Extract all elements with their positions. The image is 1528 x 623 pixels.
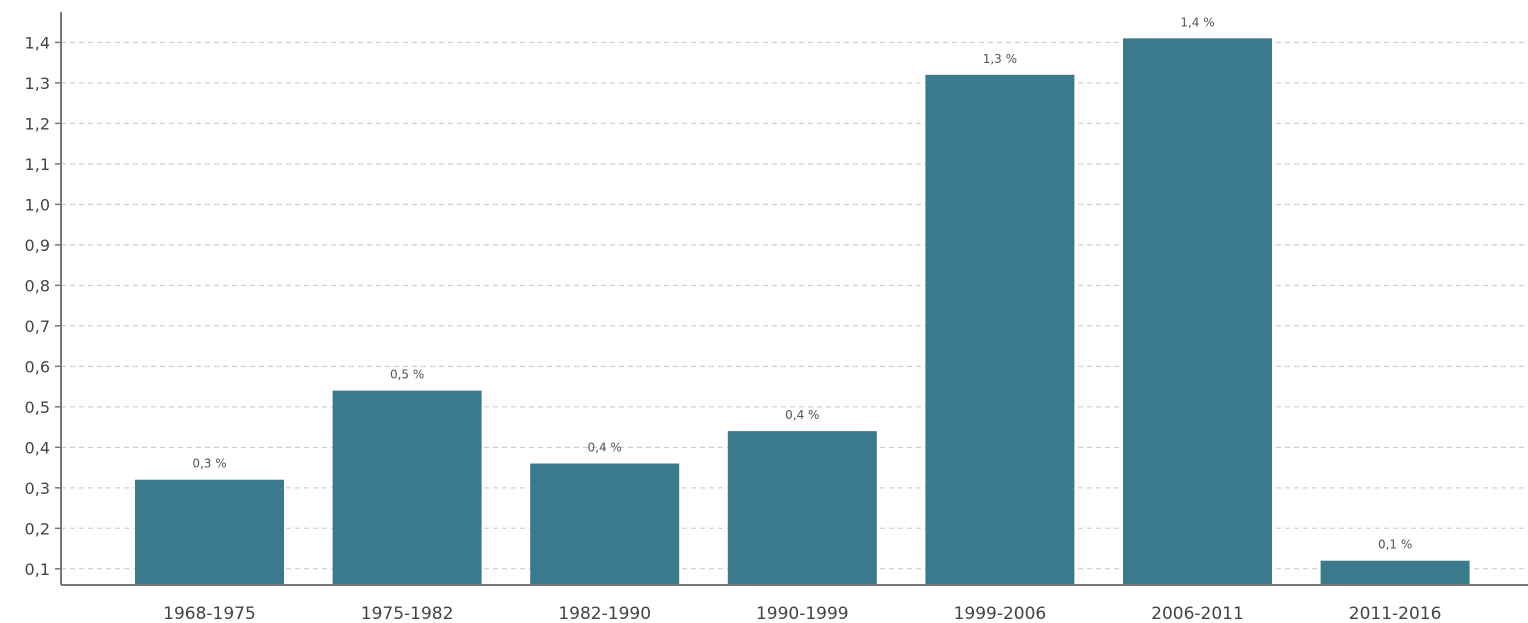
y-tick-label: 1,3 bbox=[25, 74, 50, 93]
x-tick-label: 1975-1982 bbox=[361, 604, 454, 623]
y-tick-label: 0,8 bbox=[25, 276, 50, 295]
bar bbox=[1320, 560, 1470, 585]
y-axis-ticks: 0,1 0,2 0,3 0,4 0,5 0,6 0,7 0,8 0,9 1,0 1,1 1,2 1,3 1… bbox=[25, 33, 61, 579]
y-tick-label: 0,2 bbox=[25, 519, 50, 538]
data-label: 0,4 % bbox=[588, 441, 622, 455]
bar bbox=[530, 463, 680, 585]
data-label: 0,4 % bbox=[785, 408, 819, 422]
bar bbox=[332, 390, 482, 585]
x-axis-labels: 1968-1975 1975-1982 1982-1990 1990-1999 1999… bbox=[163, 604, 1441, 623]
data-label: 1,3 % bbox=[983, 52, 1017, 66]
bar bbox=[135, 479, 284, 585]
y-tick-label: 0,7 bbox=[25, 317, 50, 336]
data-labels: 0,3 % 0,5 % 0,4 % 0,4 % 1,3 % 1,4 % 0,1 % bbox=[192, 15, 1412, 551]
data-label: 0,5 % bbox=[390, 368, 424, 382]
x-tick-label: 1990-1999 bbox=[756, 604, 849, 623]
bar bbox=[925, 74, 1075, 586]
x-tick-label: 1999-2006 bbox=[954, 604, 1047, 623]
y-tick-label: 1,0 bbox=[25, 195, 50, 214]
y-tick-label: 0,3 bbox=[25, 479, 50, 498]
y-tick-label: 0,6 bbox=[25, 357, 50, 376]
y-tick-label: 0,9 bbox=[25, 236, 50, 255]
x-tick-label: 1982-1990 bbox=[558, 604, 651, 623]
data-label: 1,4 % bbox=[1180, 15, 1214, 29]
data-label: 0,1 % bbox=[1378, 538, 1412, 552]
grid-lines bbox=[61, 41, 1525, 570]
x-tick-label: 2011-2016 bbox=[1349, 604, 1442, 623]
bars bbox=[135, 38, 1470, 586]
data-label: 0,3 % bbox=[192, 457, 226, 471]
y-tick-label: 1,2 bbox=[25, 114, 50, 133]
y-tick-label: 0,4 bbox=[25, 438, 50, 457]
y-tick-label: 0,1 bbox=[25, 560, 50, 579]
y-tick-label: 1,1 bbox=[25, 155, 50, 174]
bar bbox=[727, 431, 877, 585]
x-tick-label: 2006-2011 bbox=[1151, 604, 1244, 623]
bar bbox=[1123, 38, 1272, 585]
y-tick-label: 0,5 bbox=[25, 398, 50, 417]
y-tick-label: 1,4 bbox=[25, 33, 50, 52]
x-tick-label: 1968-1975 bbox=[163, 604, 256, 623]
